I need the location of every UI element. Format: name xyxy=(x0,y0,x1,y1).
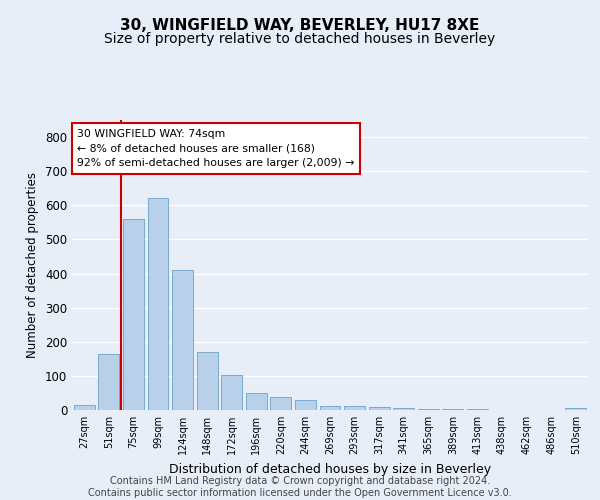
Bar xyxy=(197,352,218,410)
Y-axis label: Number of detached properties: Number of detached properties xyxy=(26,172,40,358)
Bar xyxy=(418,408,439,410)
Bar xyxy=(246,393,267,410)
Bar xyxy=(172,270,193,410)
Bar xyxy=(393,408,414,410)
Bar xyxy=(74,405,95,410)
Bar xyxy=(320,406,340,410)
Bar xyxy=(271,398,292,410)
Bar xyxy=(442,408,463,410)
Text: Contains HM Land Registry data © Crown copyright and database right 2024.
Contai: Contains HM Land Registry data © Crown c… xyxy=(88,476,512,498)
Bar xyxy=(368,408,389,410)
Bar xyxy=(98,354,119,410)
Bar xyxy=(148,198,169,410)
X-axis label: Distribution of detached houses by size in Beverley: Distribution of detached houses by size … xyxy=(169,462,491,475)
Bar xyxy=(221,375,242,410)
Bar xyxy=(123,219,144,410)
Bar xyxy=(344,406,365,410)
Text: 30, WINGFIELD WAY, BEVERLEY, HU17 8XE: 30, WINGFIELD WAY, BEVERLEY, HU17 8XE xyxy=(121,18,479,32)
Bar xyxy=(467,409,488,410)
Bar xyxy=(295,400,316,410)
Bar xyxy=(565,408,586,410)
Text: Size of property relative to detached houses in Beverley: Size of property relative to detached ho… xyxy=(104,32,496,46)
Text: 30 WINGFIELD WAY: 74sqm
← 8% of detached houses are smaller (168)
92% of semi-de: 30 WINGFIELD WAY: 74sqm ← 8% of detached… xyxy=(77,128,355,168)
